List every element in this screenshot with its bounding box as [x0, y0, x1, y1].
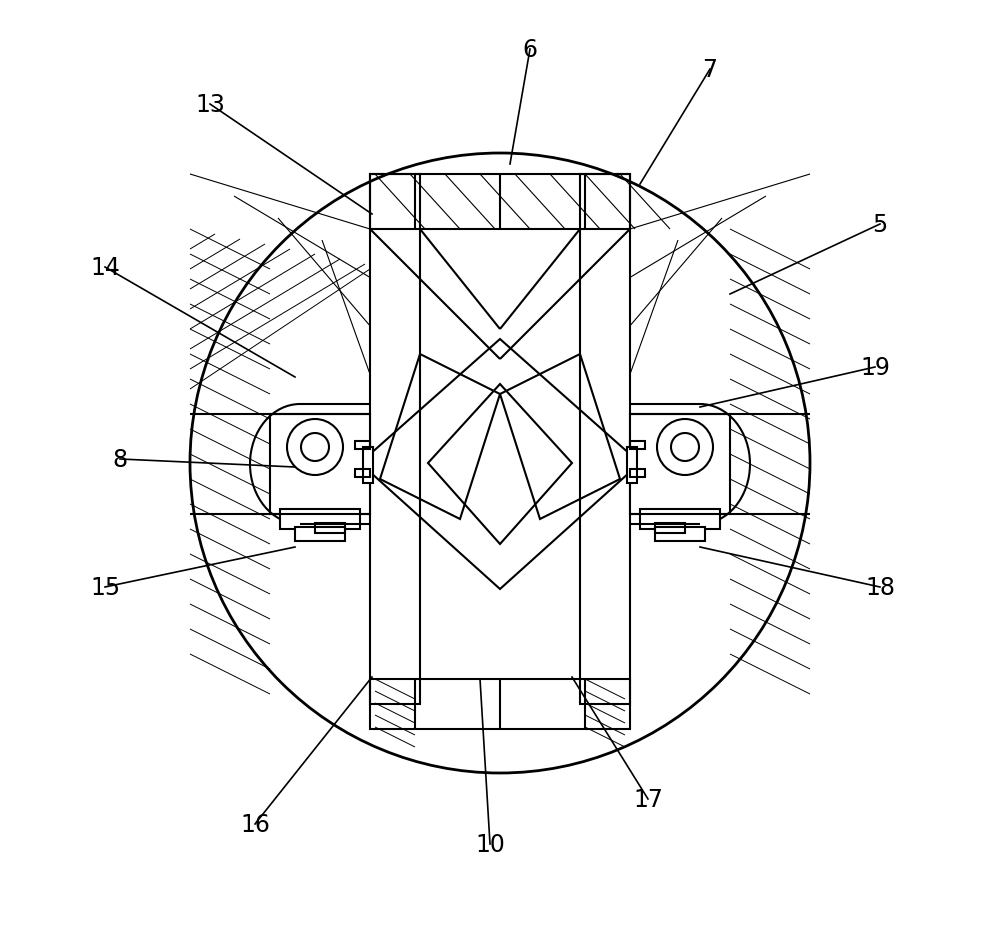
Bar	[627, 448, 637, 484]
Text: 15: 15	[90, 576, 120, 600]
Circle shape	[287, 420, 343, 476]
Circle shape	[657, 420, 713, 476]
Circle shape	[190, 154, 810, 773]
Text: 14: 14	[90, 256, 120, 280]
Text: 17: 17	[633, 787, 663, 811]
Bar	[370, 175, 420, 705]
Bar	[355, 441, 370, 450]
Text: 19: 19	[860, 356, 890, 379]
Bar	[630, 441, 645, 450]
Bar	[363, 448, 373, 484]
Bar	[630, 414, 730, 514]
Bar	[355, 469, 370, 477]
Bar	[655, 524, 685, 533]
Bar	[640, 510, 720, 529]
Bar	[580, 175, 630, 705]
Bar	[315, 524, 345, 533]
Text: 18: 18	[865, 576, 895, 600]
Bar	[295, 527, 345, 541]
Text: 10: 10	[475, 832, 505, 856]
Text: 6: 6	[522, 38, 538, 62]
Bar	[370, 679, 630, 730]
Text: 8: 8	[112, 448, 128, 472]
Bar	[280, 510, 360, 529]
Bar	[270, 414, 370, 514]
Text: 7: 7	[702, 57, 718, 82]
Bar	[655, 527, 705, 541]
Bar	[370, 175, 630, 230]
Text: 16: 16	[240, 812, 270, 836]
Text: 13: 13	[195, 93, 225, 117]
Text: 5: 5	[872, 213, 888, 236]
Bar	[630, 469, 645, 477]
